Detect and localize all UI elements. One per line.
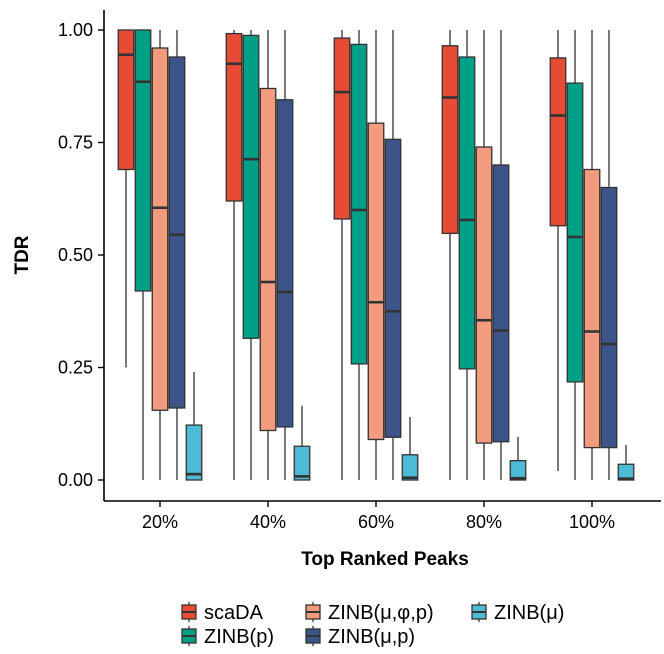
box-iqr	[600, 186, 618, 449]
box-iqr	[492, 164, 510, 443]
x-axis-title: Top Ranked Peaks	[301, 549, 469, 570]
x-tick-label: 80%	[466, 512, 502, 532]
box-iqr	[367, 122, 385, 441]
box-iqr	[134, 29, 152, 292]
box-ZINB(μ,φ,p)-20%	[151, 30, 169, 480]
box-iqr	[617, 463, 635, 481]
legend-label: ZINB(p)	[204, 626, 274, 648]
box-ZINB(p)-100%	[566, 30, 584, 480]
legend-item: scaDA	[181, 602, 264, 624]
box-ZINB(μ,p)-40%	[276, 30, 294, 480]
box-ZINB(p)-40%	[242, 30, 260, 480]
box-iqr	[242, 34, 260, 339]
legend-label: ZINB(μ,φ,p)	[328, 602, 434, 624]
box-ZINB(μ,φ,p)-60%	[367, 30, 385, 480]
box-iqr	[225, 32, 243, 202]
x-tick-label: 40%	[250, 512, 286, 532]
box-iqr	[350, 43, 368, 365]
box-ZINB(μ,φ,p)-40%	[259, 30, 277, 480]
box-ZINB(μ,φ,p)-100%	[583, 30, 601, 480]
box-scaDA-100%	[549, 30, 567, 471]
box-ZINB(μ,p)-20%	[168, 30, 186, 480]
y-tick-label: 0.00	[58, 470, 93, 490]
x-tick-label: 100%	[569, 512, 615, 532]
box-ZINB(p)-20%	[134, 29, 152, 480]
box-iqr	[293, 445, 311, 481]
x-tick-label: 60%	[358, 512, 394, 532]
box-scaDA-20%	[117, 29, 135, 368]
y-tick-label: 0.50	[58, 245, 93, 265]
box-iqr	[401, 454, 419, 481]
box-ZINB(μ)-80%	[509, 436, 527, 481]
box-iqr	[549, 57, 567, 227]
legend-item: ZINB(μ,φ,p)	[305, 602, 434, 624]
box-ZINB(μ,p)-60%	[384, 30, 402, 480]
box-iqr	[458, 56, 476, 370]
legend-item: ZINB(μ)	[471, 602, 564, 624]
x-tick-label: 20%	[142, 512, 178, 532]
box-iqr	[509, 459, 527, 481]
box-iqr	[583, 168, 601, 449]
box-ZINB(μ,p)-80%	[492, 30, 510, 480]
box-scaDA-80%	[441, 30, 459, 480]
box-iqr	[168, 56, 186, 409]
box-iqr	[384, 138, 402, 438]
y-tick-label: 0.75	[58, 133, 93, 153]
box-iqr	[566, 82, 584, 383]
box-ZINB(μ)-40%	[293, 405, 311, 481]
box-ZINB(μ)-60%	[401, 417, 419, 481]
box-scaDA-40%	[225, 30, 243, 480]
ticks-layer: 20% 40% 60% 80% 100% 0.00 0.25 0.50 0.75 1.00	[58, 20, 615, 532]
boxes-layer	[117, 29, 635, 481]
box-iqr	[475, 146, 493, 444]
box-ZINB(μ)-100%	[617, 444, 635, 481]
box-ZINB(μ)-20%	[185, 372, 203, 481]
box-ZINB(p)-80%	[458, 30, 476, 480]
legend-item: ZINB(p)	[181, 626, 274, 648]
box-iqr	[333, 37, 351, 220]
y-tick-label: 0.25	[58, 358, 93, 378]
legend-item: ZINB(μ,p)	[305, 626, 415, 648]
y-tick-label: 1.00	[58, 20, 93, 40]
box-ZINB(μ,φ,p)-80%	[475, 30, 493, 480]
box-iqr	[151, 47, 169, 411]
box-iqr	[259, 87, 277, 432]
y-axis-title: TDR	[12, 235, 33, 274]
box-ZINB(p)-60%	[350, 30, 368, 480]
legend-label: scaDA	[204, 602, 264, 624]
box-ZINB(μ,p)-100%	[600, 30, 618, 480]
box-iqr	[441, 45, 459, 235]
box-iqr	[185, 424, 203, 481]
box-iqr	[276, 99, 294, 428]
box-iqr	[117, 29, 135, 171]
legend-label: ZINB(μ,p)	[328, 626, 415, 648]
box-scaDA-60%	[333, 30, 351, 480]
legend-label: ZINB(μ)	[494, 602, 564, 624]
